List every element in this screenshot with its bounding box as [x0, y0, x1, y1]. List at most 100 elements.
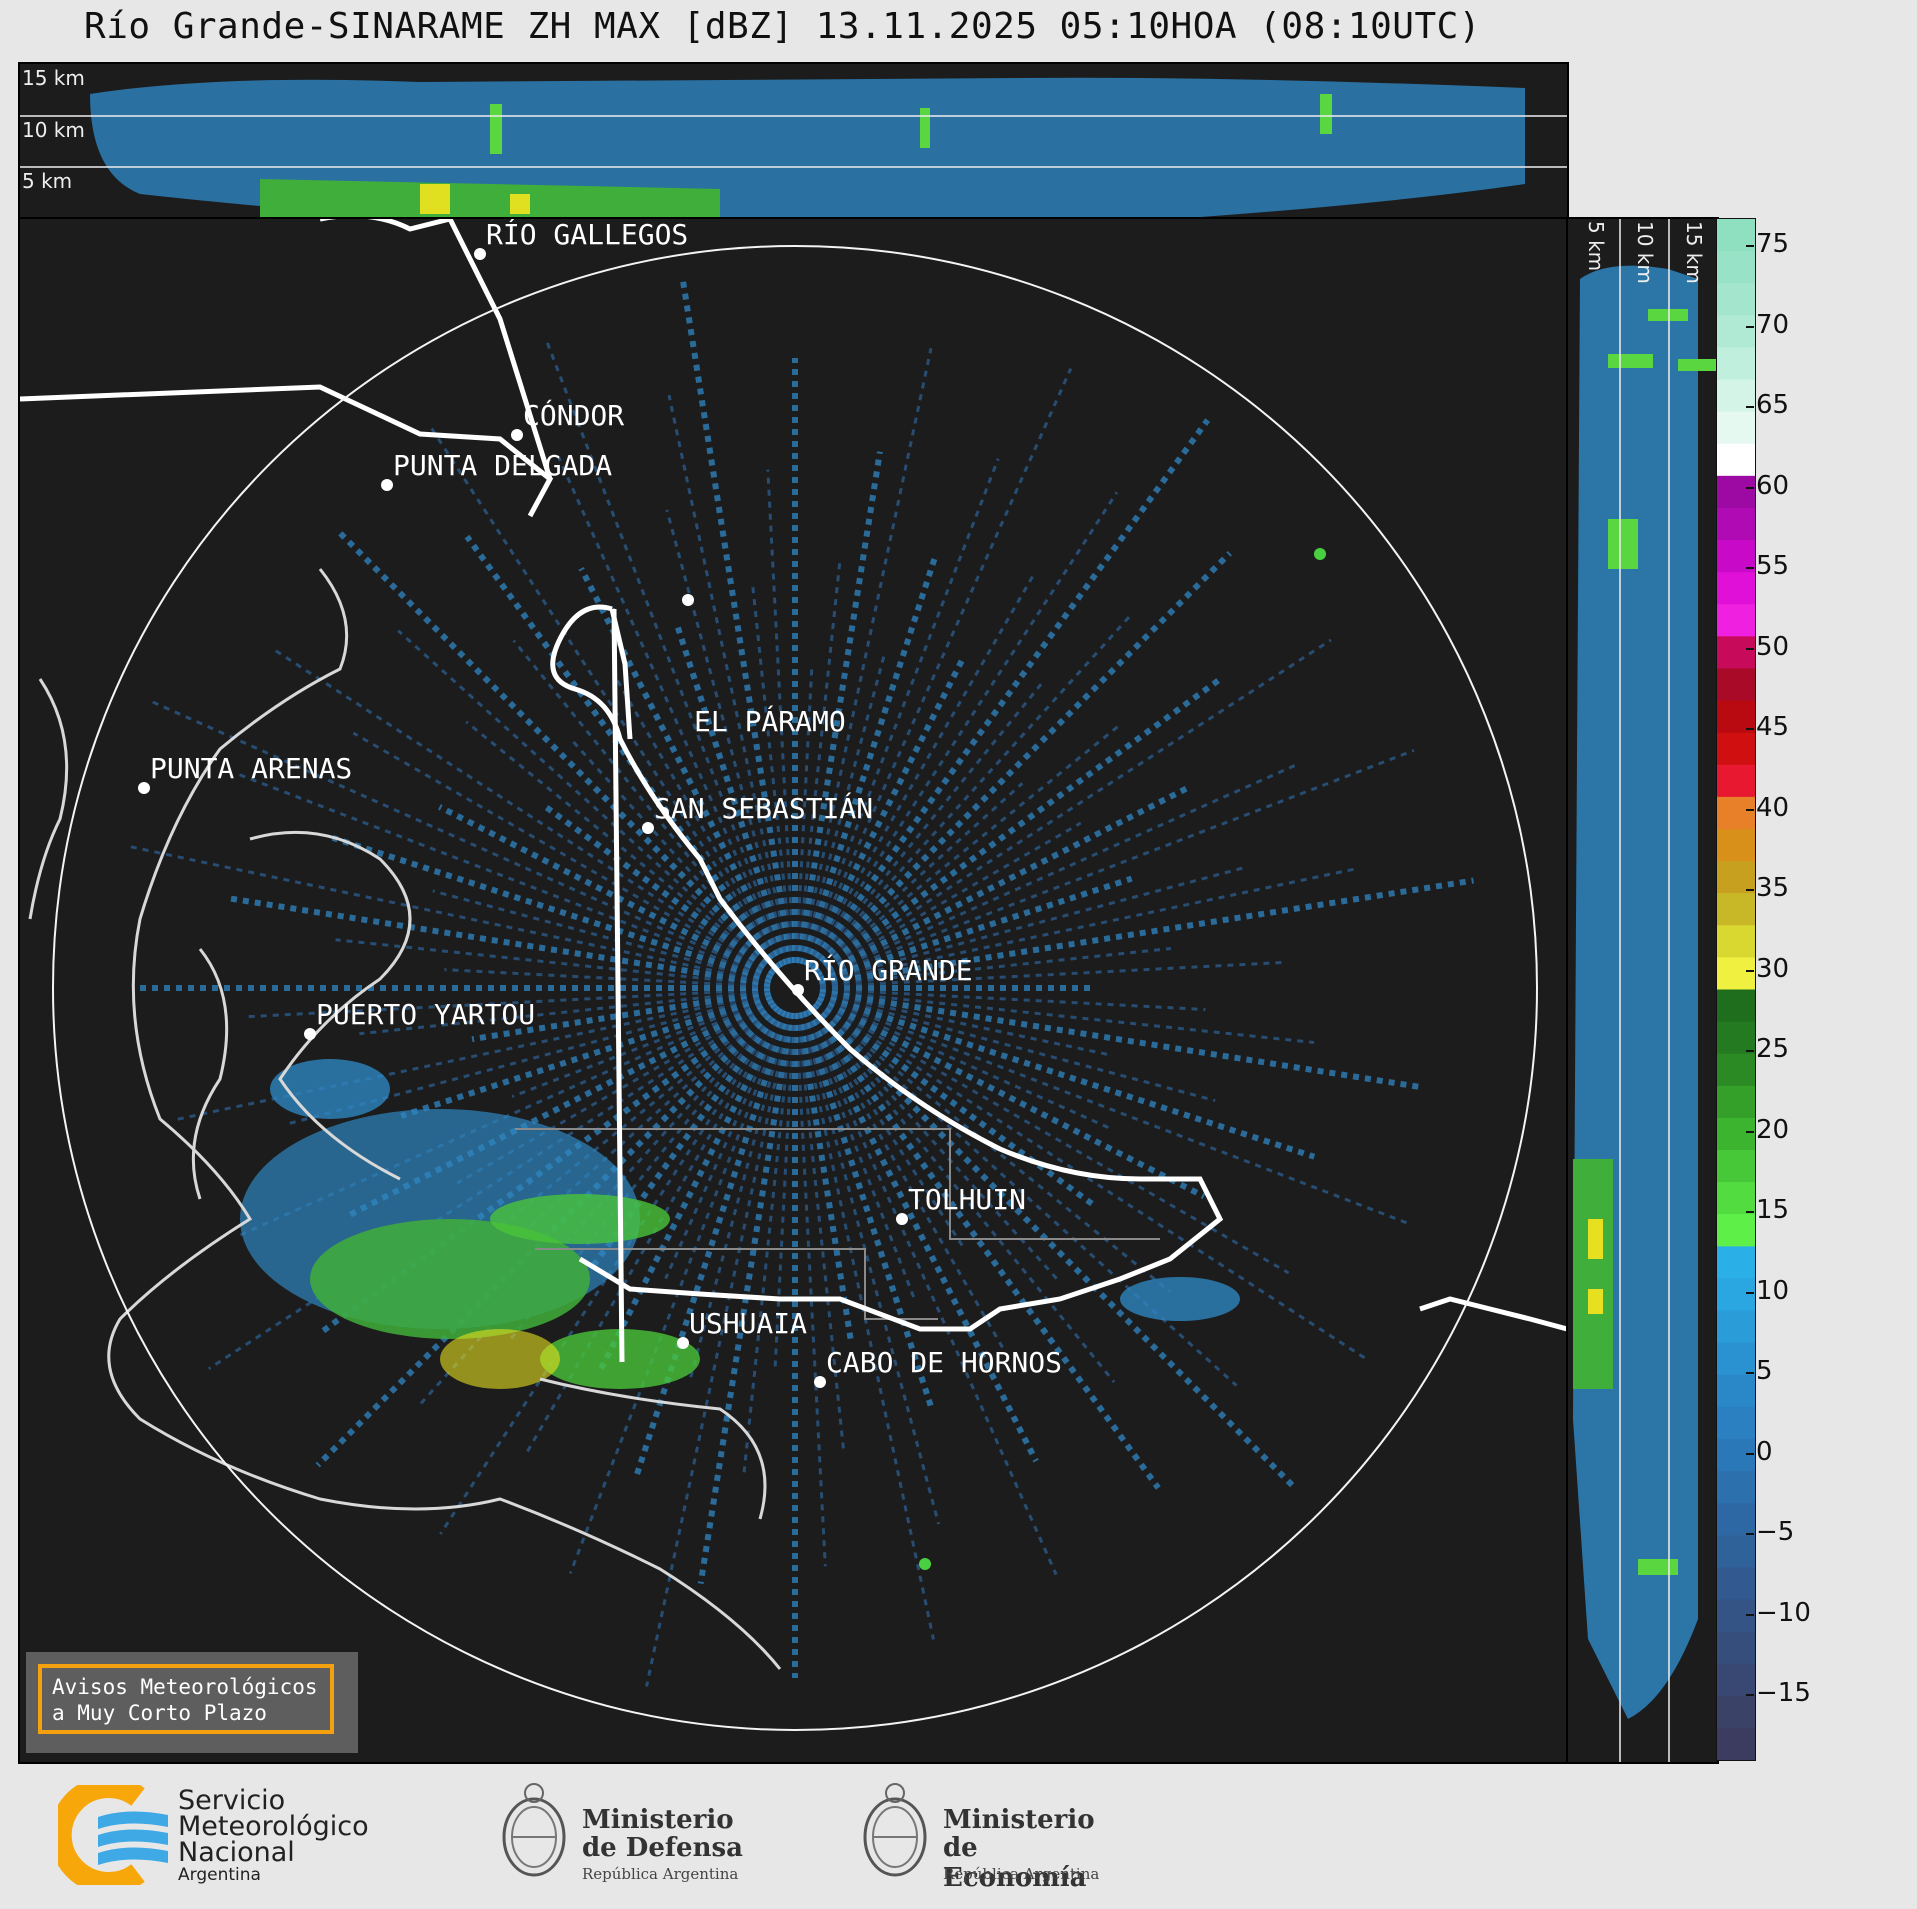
colorbar-segment — [1717, 1631, 1755, 1665]
radar-ray — [813, 1000, 1098, 1210]
colorbar-segment — [1717, 1182, 1755, 1215]
range-ring — [52, 245, 1538, 1731]
economia-logo: Ministerio de Economía República Argenti… — [855, 1775, 1125, 1895]
colorbar-segment — [1717, 251, 1755, 284]
colorbar-tick-label: 75 — [1756, 229, 1790, 259]
radar-ray — [806, 571, 1037, 968]
radar-map-svg: RÍO GALLEGOS CÓNDOR PUNTA DELGADA EL PÁR… — [20, 219, 1567, 1731]
colorbar-gradient — [1717, 219, 1755, 1761]
colorbar-segment — [1717, 443, 1755, 477]
colorbar-segment — [1717, 764, 1755, 798]
city-rio-grande: RÍO GRANDE — [804, 953, 973, 987]
colorbar-segment — [1717, 1021, 1755, 1055]
colorbar-tick-label: 45 — [1756, 712, 1790, 742]
colorbar-segment — [1717, 1310, 1755, 1344]
colorbar-segment — [1717, 1695, 1755, 1729]
city-san-sebastian: SAN SEBASTIÁN — [654, 791, 873, 825]
radar-ray — [815, 1000, 1367, 1361]
colorbar-segment — [1717, 828, 1755, 862]
radar-ray — [800, 1011, 941, 1525]
radar-map[interactable]: RÍO GALLEGOS CÓNDOR PUNTA DELGADA EL PÁR… — [18, 217, 1569, 1764]
colorbar-segment — [1717, 732, 1755, 766]
city-rio-gallegos: RÍO GALLEGOS — [486, 219, 688, 251]
colorbar-tick-label: 50 — [1756, 631, 1790, 662]
radar-ray — [819, 866, 1359, 985]
radar-ray — [807, 491, 1119, 968]
radar-ray — [228, 895, 771, 988]
top-label-5km: 5 km — [22, 169, 73, 193]
radar-ray — [438, 804, 775, 980]
side-label-15km: 15 km — [1682, 221, 1706, 284]
colorbar-tick-label: 65 — [1756, 390, 1790, 420]
radar-ray — [810, 612, 1134, 971]
smn-logo: Servicio Meteorológico Nacional Argentin… — [58, 1785, 388, 1885]
radar-ray — [742, 1012, 794, 1478]
notice-line-1: Avisos Meteorológicos — [52, 1675, 318, 1699]
colorbar-tick-label: −10 — [1756, 1597, 1811, 1628]
colorbar-tick-label: 10 — [1756, 1275, 1790, 1306]
radar-ray — [246, 987, 771, 1019]
radar-ray — [545, 340, 788, 966]
radar-ray — [819, 877, 1475, 988]
city-condor: CÓNDOR — [523, 398, 624, 432]
colorbar-segment — [1717, 411, 1755, 445]
colorbar-segment — [1717, 1374, 1755, 1408]
radar-ray — [147, 698, 773, 980]
radar-ray — [664, 1010, 787, 1280]
radar-rays — [125, 279, 1475, 1687]
city-cabo-de-hornos: CABO DE HORNOS — [826, 1346, 1062, 1379]
colorbar-segment — [1717, 1727, 1755, 1761]
radar-ray — [796, 558, 842, 964]
precipitation-echoes — [240, 548, 1326, 1570]
radar-ray — [613, 675, 784, 968]
colorbar-segment — [1717, 1567, 1755, 1600]
radar-ray — [815, 821, 1082, 977]
colorbar-segment — [1717, 1085, 1755, 1119]
colorbar-segment — [1717, 1438, 1755, 1472]
smn-line-1: Servicio — [178, 1785, 286, 1816]
radar-ray — [819, 988, 1421, 1090]
argentina-coat-of-arms-icon — [863, 1783, 927, 1877]
radar-ray — [818, 866, 1245, 983]
colorbar-tick-label: 70 — [1756, 309, 1790, 340]
city-tolhuin: TOLHUIN — [908, 1183, 1026, 1216]
radar-ray — [802, 1010, 916, 1300]
radar-ray — [794, 667, 814, 964]
radar-ray — [540, 802, 777, 976]
radar-ray — [522, 1003, 778, 1235]
admin-boundaries — [515, 1128, 1160, 1320]
radar-ray — [172, 991, 771, 1122]
radar-ray — [597, 1008, 787, 1372]
side-cross-section: 5 km 10 km 15 km — [1566, 217, 1719, 1764]
radar-ray — [397, 629, 778, 973]
radar-ray — [800, 654, 886, 965]
colorbar-tick-label: 15 — [1756, 1195, 1790, 1225]
colorbar-tick-label: 60 — [1756, 470, 1790, 501]
radar-ray — [815, 785, 1190, 980]
notice-line-2: a Muy Corto Plazo — [52, 1701, 267, 1725]
radar-ray — [803, 657, 966, 968]
radar-ray — [750, 582, 794, 964]
radar-ray — [795, 1012, 854, 1342]
radar-ray — [335, 938, 771, 987]
colorbar-tick-label: 35 — [1756, 873, 1790, 903]
city-ushuaia: USHUAIA — [689, 1307, 807, 1340]
colorbar-segment — [1717, 1599, 1755, 1633]
radar-ray — [803, 1008, 1039, 1463]
city-markers — [138, 248, 908, 1388]
colorbar-segment — [1717, 700, 1755, 734]
radar-ray — [819, 987, 1206, 1012]
coastlines — [28, 568, 782, 1670]
radar-ray — [798, 347, 933, 964]
radar-ray — [819, 991, 1113, 1057]
defensa-line-2: de Defensa — [582, 1833, 743, 1863]
radar-ray — [817, 749, 1415, 981]
radar-ray — [818, 993, 1216, 1103]
colorbar-segment — [1717, 1214, 1755, 1247]
colorbar-segment — [1717, 604, 1755, 637]
radar-ray — [471, 988, 771, 1043]
radar-ray — [817, 995, 1409, 1225]
colorbar-segment — [1717, 283, 1755, 316]
colorbar-tick-label: 0 — [1756, 1436, 1773, 1467]
top-cross-section: 15 km 10 km 5 km — [18, 62, 1569, 219]
